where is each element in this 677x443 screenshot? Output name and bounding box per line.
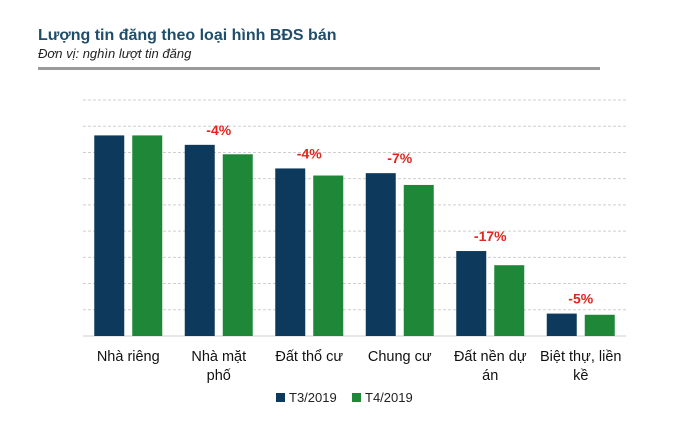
- bar-t3: [456, 251, 487, 336]
- change-label: -4%: [206, 122, 231, 138]
- category-label: Đất nền dự: [454, 349, 527, 365]
- bar-t4: [494, 265, 525, 336]
- category-label: Nhà mặt: [191, 349, 246, 365]
- chart-subtitle: Đơn vị: nghìn lượt tin đăng: [38, 46, 192, 61]
- bar-t3: [365, 173, 396, 336]
- bar-t3: [94, 135, 125, 336]
- category-label: Đất thổ cư: [275, 349, 343, 365]
- bar-t3: [184, 144, 215, 336]
- bar-t4: [403, 184, 434, 336]
- chart-title: Lượng tin đăng theo loại hình BĐS bán: [38, 27, 337, 44]
- bar-t4: [132, 135, 163, 336]
- category-label: phố: [207, 368, 231, 384]
- legend-label: T4/2019: [365, 390, 413, 405]
- change-label: -17%: [474, 228, 507, 244]
- change-label: -7%: [387, 150, 412, 166]
- legend-label: T3/2019: [289, 390, 337, 405]
- category-label: Chung cư: [368, 349, 432, 365]
- bar-t3: [546, 313, 577, 336]
- category-label: Biệt thự, liền: [540, 349, 621, 365]
- legend-swatch: [276, 393, 285, 402]
- category-label: án: [482, 368, 498, 384]
- legend-swatch: [352, 393, 361, 402]
- bar-t4: [313, 175, 344, 336]
- bar-t4: [222, 154, 253, 336]
- change-label: -5%: [568, 291, 593, 307]
- title-divider: [38, 67, 600, 70]
- change-label: -4%: [297, 145, 322, 161]
- category-label: Nhà riêng: [97, 349, 160, 365]
- category-label: kề: [573, 368, 588, 384]
- bar-t4: [584, 314, 615, 336]
- bar-t3: [275, 168, 306, 336]
